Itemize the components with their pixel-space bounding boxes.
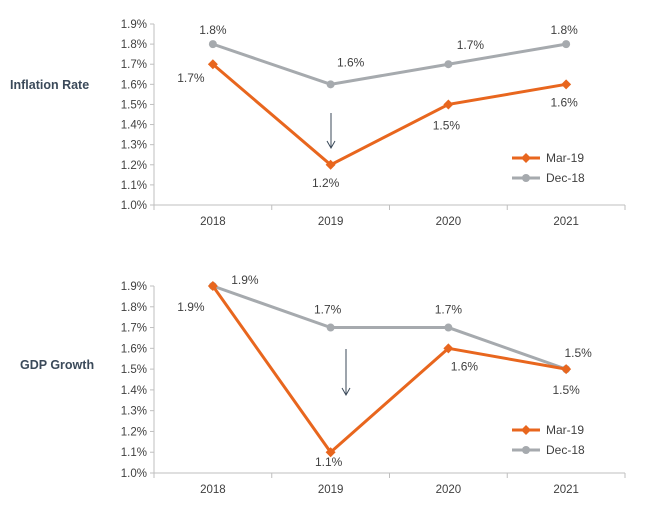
y-tick-label: 1.8% <box>121 39 147 51</box>
y-tick-label: 1.2% <box>121 160 147 172</box>
data-label: 1.9% <box>177 300 205 314</box>
data-point-diamond <box>561 364 572 375</box>
series-line-mar-19 <box>211 285 567 455</box>
y-tick-label: 1.7% <box>121 59 147 71</box>
data-point-circle <box>326 80 335 89</box>
row-label-gdp-growth: GDP Growth <box>20 358 94 372</box>
y-tick-label: 1.5% <box>121 364 147 376</box>
data-label: 1.2% <box>312 176 340 190</box>
y-tick-label: 1.0% <box>121 200 147 212</box>
data-point-diamond <box>325 447 336 458</box>
data-label: 1.8% <box>550 23 578 37</box>
series-line-dec-18 <box>212 284 567 371</box>
data-point-circle <box>326 323 335 332</box>
data-point-circle <box>208 40 217 49</box>
y-tick-label: 1.5% <box>121 99 147 111</box>
chart-inflation-rate: 1.9% 1.8% 1.7% 1.6% 1.5% 1.4% 1.3% 1.2% 1.1% 1.0%… <box>121 19 626 228</box>
data-point-diamond <box>325 159 336 170</box>
data-label: 1.8% <box>199 23 227 37</box>
legend-label: Mar-19 <box>546 423 584 437</box>
y-tick-label: 1.9% <box>121 281 147 293</box>
y-tick-label: 1.1% <box>121 447 147 459</box>
y-tick-label: 1.4% <box>121 385 147 397</box>
data-point-circle <box>444 60 453 69</box>
down-arrow-head <box>326 140 336 150</box>
y-tick-label: 1.3% <box>121 406 147 418</box>
data-point-diamond <box>443 99 454 110</box>
legend-label: Dec-18 <box>546 443 585 457</box>
y-tick-label: 1.6% <box>121 343 147 355</box>
x-tick-label: 2021 <box>553 216 579 228</box>
y-tick-label: 1.2% <box>121 426 147 438</box>
x-tick-label: 2018 <box>200 484 226 496</box>
y-tick-label: 1.6% <box>121 79 147 91</box>
data-label: 1.5% <box>433 118 461 132</box>
series-line-mar-19 <box>211 63 567 167</box>
row-label-inflation-rate: Inflation Rate <box>10 78 89 92</box>
data-point-diamond <box>207 59 218 70</box>
data-label: 1.5% <box>552 383 580 397</box>
down-arrow-head <box>341 387 351 397</box>
data-label: 1.1% <box>315 455 343 469</box>
x-tick-label: 2019 <box>318 216 344 228</box>
legend-label: Dec-18 <box>546 171 585 185</box>
y-tick-label: 1.4% <box>121 120 147 132</box>
y-tick-label: 1.7% <box>121 323 147 335</box>
chart-gdp-growth: 1.9% 1.8% 1.7% 1.6% 1.5% 1.4% 1.3% 1.2% 1.1% 1.0%… <box>121 273 626 496</box>
x-tick-label: 2020 <box>436 484 462 496</box>
y-tick-label: 1.3% <box>121 140 147 152</box>
data-point-diamond <box>443 343 454 354</box>
x-tick-label: 2021 <box>553 484 579 496</box>
series-line-dec-18 <box>212 42 567 86</box>
data-label: 1.6% <box>337 55 365 69</box>
x-tick-label: 2018 <box>200 216 226 228</box>
legend-marker-diamond <box>521 425 531 435</box>
data-label: 1.7% <box>457 38 485 52</box>
legend-marker-circle <box>522 174 530 182</box>
x-tick-label: 2020 <box>436 216 462 228</box>
data-label: 1.6% <box>550 95 578 109</box>
y-tick-label: 1.1% <box>121 180 147 192</box>
data-label: 1.7% <box>177 71 205 85</box>
legend-marker-circle <box>522 446 530 454</box>
x-tick-label: 2019 <box>318 484 344 496</box>
y-tick-label: 1.8% <box>121 302 147 314</box>
data-point-diamond <box>207 281 218 291</box>
data-label: 1.6% <box>451 359 479 373</box>
data-point-diamond <box>561 79 572 90</box>
data-label: 1.7% <box>314 303 342 317</box>
legend-marker-diamond <box>521 153 531 163</box>
data-label: 1.9% <box>231 273 259 287</box>
data-point-circle <box>562 40 571 49</box>
y-tick-label: 1.9% <box>121 19 147 31</box>
data-point-circle <box>444 323 453 332</box>
y-tick-label: 1.0% <box>121 468 147 480</box>
legend-label: Mar-19 <box>546 151 584 165</box>
data-label: 1.5% <box>564 346 592 360</box>
data-label: 1.7% <box>435 303 463 317</box>
